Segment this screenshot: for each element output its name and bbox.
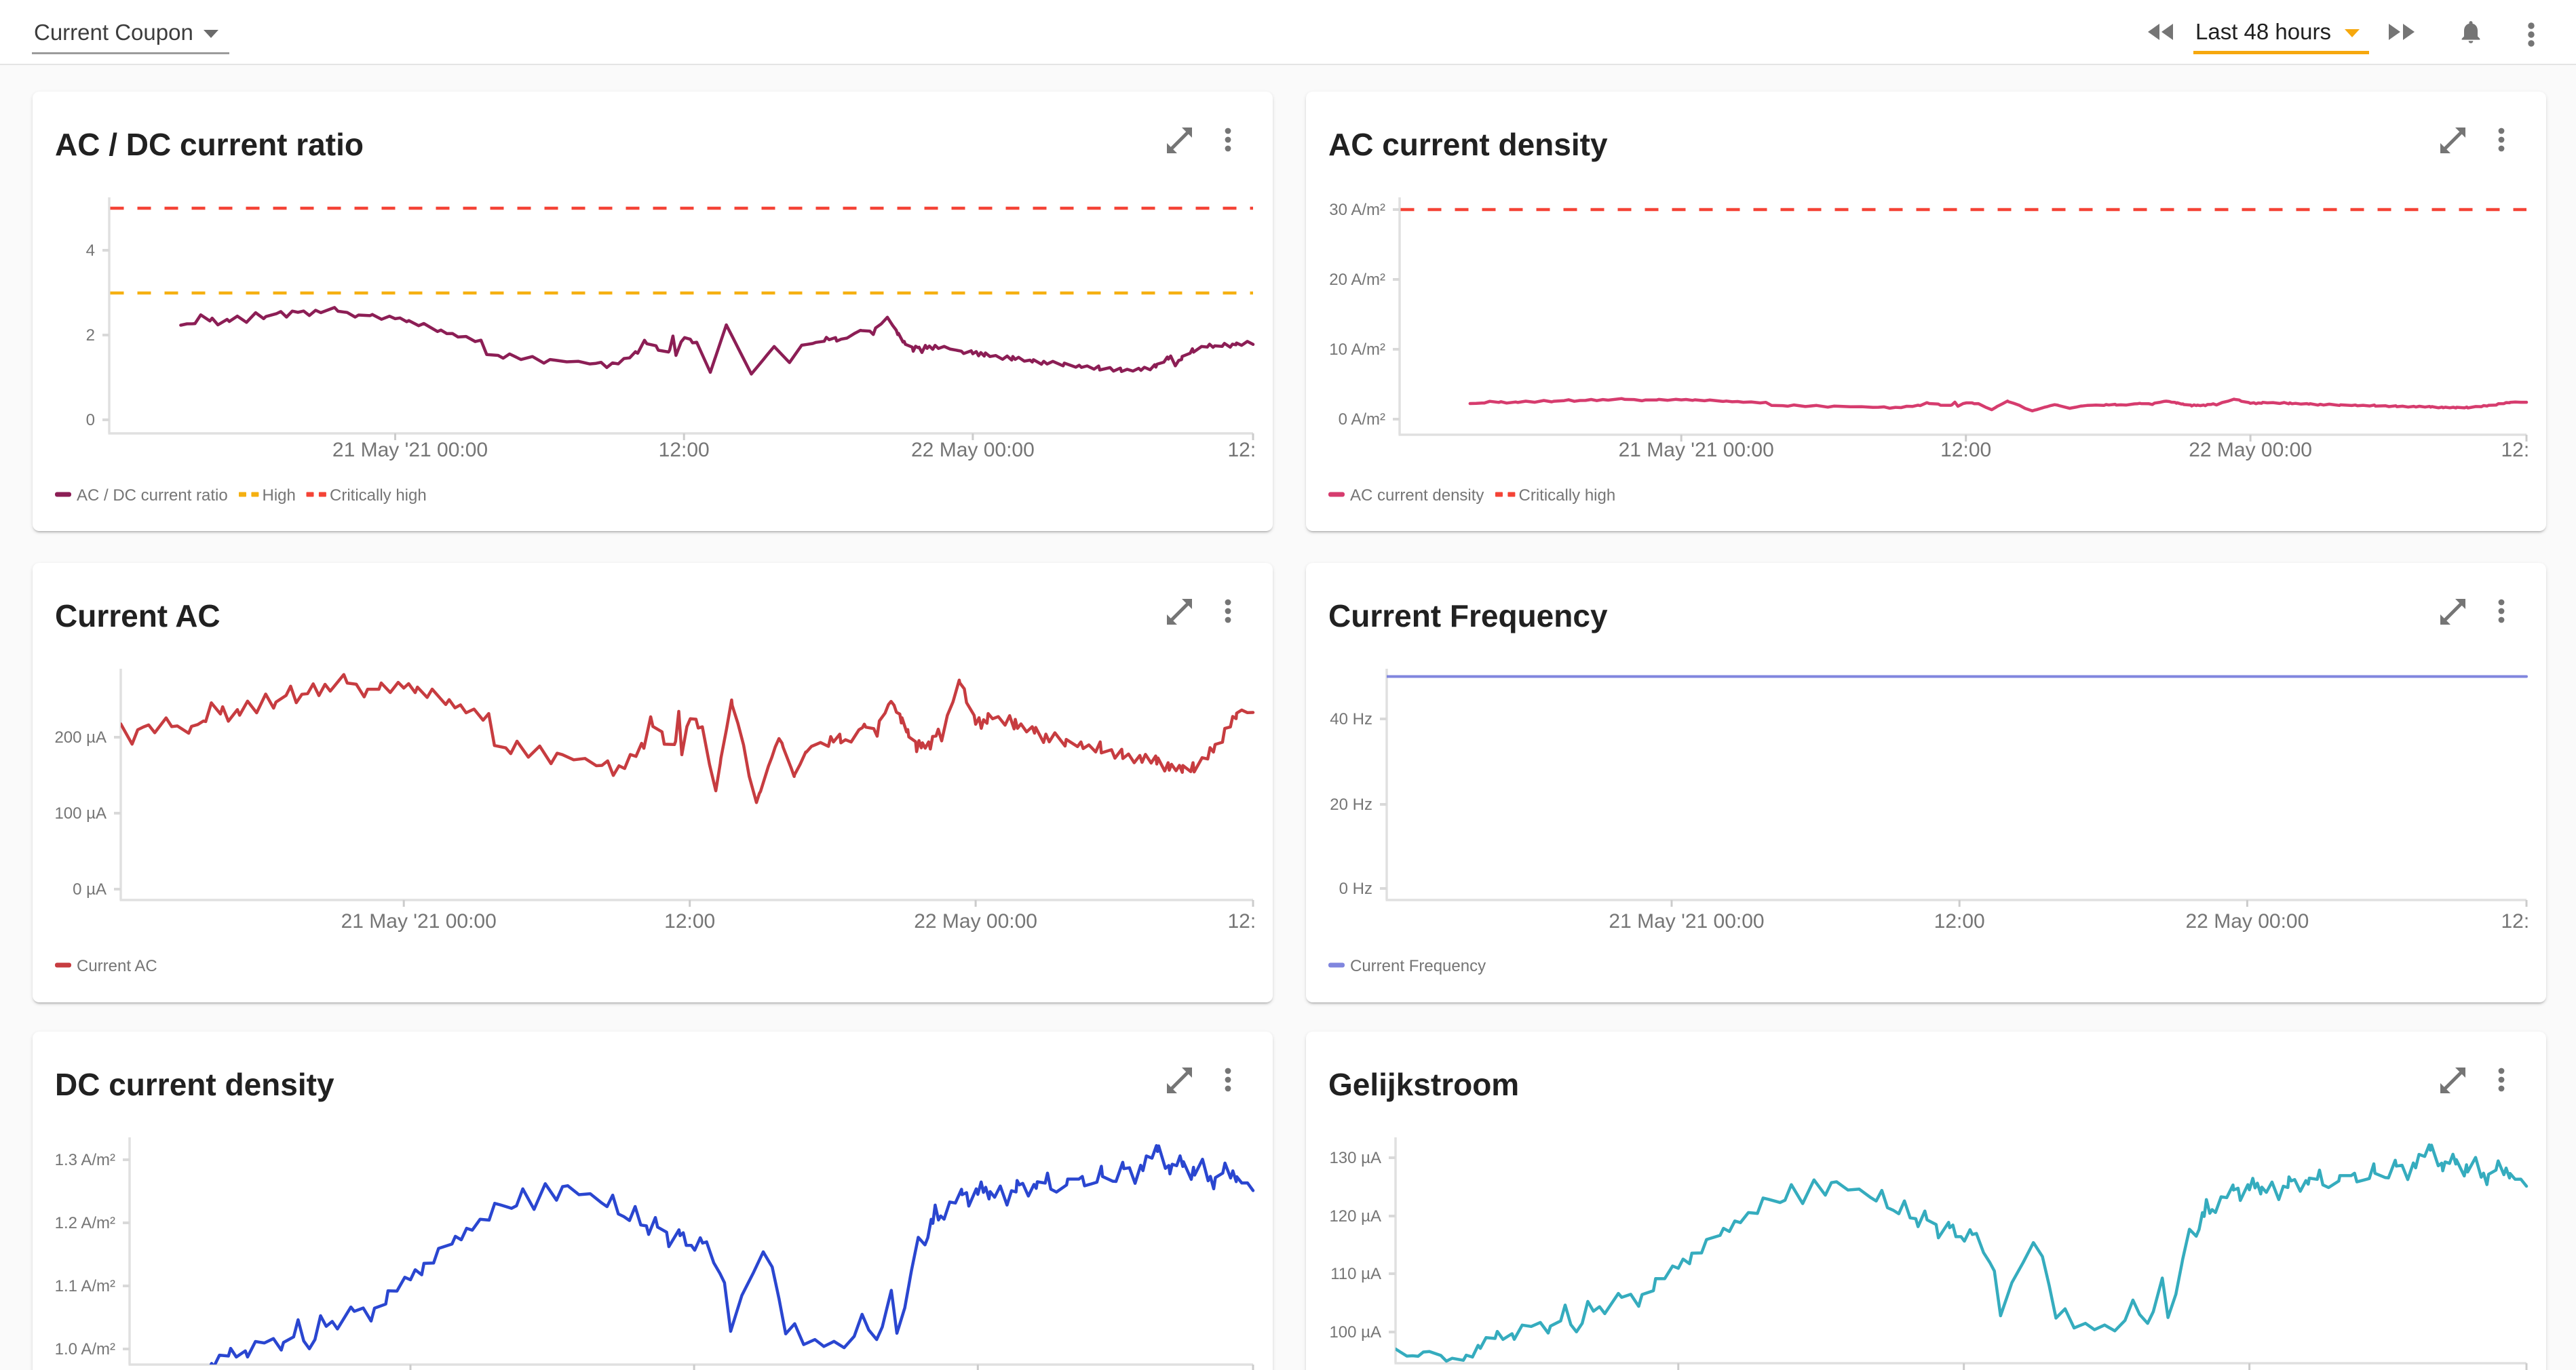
svg-text:22 May 00:00: 22 May 00:00 [2189,439,2312,461]
svg-text:22 May 00:00: 22 May 00:00 [2186,910,2309,933]
svg-text:12:00: 12:00 [659,439,710,461]
svg-text:Critically high: Critically high [330,486,427,505]
svg-text:AC / DC current ratio: AC / DC current ratio [77,486,228,505]
svg-text:10 A/m²: 10 A/m² [1329,340,1385,359]
svg-text:0 µA: 0 µA [73,880,107,899]
svg-text:12:00: 12:00 [1227,910,1255,933]
svg-text:0: 0 [86,411,95,429]
svg-text:21 May '21 00:00: 21 May '21 00:00 [1609,910,1764,933]
svg-text:12:00: 12:00 [2501,439,2529,461]
svg-text:12:00: 12:00 [1940,439,1991,461]
svg-text:130 µA: 130 µA [1329,1149,1381,1167]
svg-text:1.3 A/m²: 1.3 A/m² [55,1151,115,1169]
svg-text:1.0 A/m²: 1.0 A/m² [55,1340,115,1358]
svg-text:Critically high: Critically high [1519,486,1616,505]
svg-text:22 May 00:00: 22 May 00:00 [911,439,1035,461]
svg-text:21 May '21 00:00: 21 May '21 00:00 [341,910,497,933]
svg-text:22 May 00:00: 22 May 00:00 [914,910,1037,933]
svg-text:20 A/m²: 20 A/m² [1329,271,1385,289]
svg-text:12:00: 12:00 [664,910,715,933]
svg-text:0 Hz: 0 Hz [1339,880,1372,898]
svg-text:1.2 A/m²: 1.2 A/m² [55,1214,115,1232]
svg-text:120 µA: 120 µA [1329,1207,1381,1226]
svg-text:110 µA: 110 µA [1330,1265,1381,1283]
svg-text:21 May '21 00:00: 21 May '21 00:00 [332,439,488,461]
svg-text:Current Frequency: Current Frequency [1350,957,1486,975]
svg-text:100 µA: 100 µA [1329,1323,1381,1342]
svg-text:2: 2 [86,326,95,345]
svg-text:200 µA: 200 µA [54,728,107,747]
svg-text:4: 4 [86,241,95,260]
svg-text:40 Hz: 40 Hz [1330,710,1372,728]
svg-text:12:00: 12:00 [2501,910,2529,933]
svg-text:12:00: 12:00 [1934,910,1985,933]
svg-text:30 A/m²: 30 A/m² [1329,201,1385,219]
svg-text:100 µA: 100 µA [54,804,107,823]
svg-text:High: High [263,486,296,505]
svg-text:AC current density: AC current density [1350,486,1484,505]
svg-text:21 May '21 00:00: 21 May '21 00:00 [1619,439,1774,461]
svg-text:20 Hz: 20 Hz [1330,796,1372,814]
svg-text:Current AC: Current AC [77,957,157,975]
svg-text:12:00: 12:00 [1227,439,1255,461]
svg-text:1.1 A/m²: 1.1 A/m² [55,1277,115,1295]
svg-text:0 A/m²: 0 A/m² [1339,410,1385,429]
